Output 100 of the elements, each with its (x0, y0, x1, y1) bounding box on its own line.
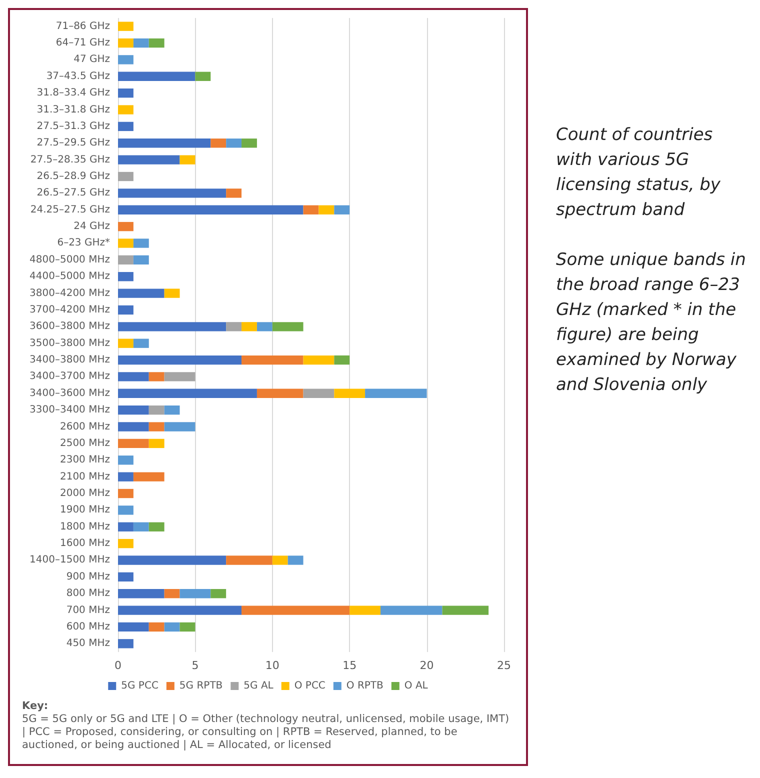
bar (118, 222, 134, 232)
bar (118, 138, 211, 148)
bar (118, 338, 134, 348)
y-tick-label: 800 MHz (66, 588, 110, 600)
text: Some unique bands in the broad range 6–23 GHz (marked * in the figure) are being examined by Norway and Slovenia only (556, 249, 747, 397)
bar (118, 255, 134, 265)
bar (180, 589, 211, 598)
legend-label: 5G RPTB (179, 680, 223, 692)
bar (118, 188, 226, 198)
bar (148, 622, 164, 632)
y-tick-label: 2100 MHz (60, 471, 110, 482)
bar (210, 138, 226, 148)
legend-label: O PCC (294, 680, 326, 692)
bar (118, 288, 164, 298)
bar (118, 622, 149, 632)
x-tick-label: 15 (342, 659, 357, 672)
bar (118, 272, 134, 282)
y-tick-label: 47 GHz (74, 54, 110, 66)
legend-label: 5G AL (244, 680, 274, 692)
y-tick-label: 1800 MHz (60, 521, 110, 532)
bar (226, 138, 242, 148)
bar (118, 639, 134, 648)
bar (226, 188, 242, 198)
y-tick-label: 37–43.5 GHz (46, 70, 110, 82)
bar (350, 606, 380, 615)
bar (148, 405, 164, 415)
bar (442, 606, 489, 615)
y-tick-label: 24 GHz (74, 221, 110, 232)
legend-label: O RPTB (346, 680, 384, 692)
bar (118, 589, 164, 598)
bar (133, 255, 149, 265)
bar (133, 522, 149, 532)
bar (133, 38, 149, 48)
bar (118, 372, 149, 382)
x-tick-label: 10 (265, 659, 280, 672)
bar (164, 405, 180, 415)
x-tick-label: 25 (497, 659, 511, 672)
bar (148, 438, 164, 448)
bar (118, 355, 242, 365)
y-tick-label: 3700–4200 MHz (30, 304, 110, 316)
bar (380, 606, 442, 615)
y-tick-label: 27.5–29.5 GHz (36, 138, 110, 149)
bar (118, 488, 134, 498)
y-tick-label: 1900 MHz (60, 504, 110, 516)
y-tick-label: 27.5–28.35 GHz (30, 154, 110, 166)
y-tick-label: 3400–3700 MHz (30, 371, 110, 382)
bar (164, 589, 180, 598)
y-tick-label: 6–23 GHz* (57, 238, 110, 249)
bar (256, 322, 272, 332)
y-tick-label: 31.8–33.4 GHz (36, 88, 110, 99)
y-tick-label: 3500–3800 MHz (30, 338, 110, 349)
bar (118, 456, 134, 465)
y-tick-label: 2500 MHz (60, 438, 110, 449)
y-tick-label: 600 MHz (66, 621, 110, 632)
y-tick-label: 4800–5000 MHz (30, 254, 110, 266)
text: Key: 5G = 5G only or 5G and LTE | O = Other (technology neutral, unlicensed, mobile usage, IMT) | PCC = Proposed, considering, or consulting on | RPTB = Reserved, planned, to be auctioned, or being auctioned | AL = Allocated, or licensed (21, 700, 510, 752)
bar (148, 522, 164, 532)
bar (118, 88, 134, 98)
bar (133, 238, 149, 248)
bar (118, 572, 134, 582)
bar (210, 589, 226, 598)
bar (272, 322, 304, 332)
y-tick-label: 31.3–31.8 GHz (36, 104, 110, 116)
bar (118, 22, 134, 31)
bar (133, 472, 164, 482)
bar (226, 556, 272, 565)
bar (226, 322, 242, 332)
y-tick-label: 900 MHz (66, 571, 110, 582)
bar (118, 606, 242, 615)
bar (118, 205, 304, 214)
text: Count of countries with various 5G licensing status, by spectrum band (556, 124, 722, 222)
bar (118, 438, 149, 448)
bar (118, 55, 134, 64)
bar (242, 322, 257, 332)
bar (180, 155, 196, 164)
bar (118, 305, 134, 315)
bar (118, 522, 134, 532)
bar (118, 72, 196, 81)
bar (118, 238, 134, 248)
y-tick-label: 1600 MHz (60, 538, 110, 550)
x-tick-label: 0 (114, 659, 122, 672)
bar (272, 556, 288, 565)
bar (164, 288, 180, 298)
y-tick-label: 3600–3800 MHz (30, 321, 110, 332)
y-tick-label: 4400–5000 MHz (30, 271, 110, 282)
bar (303, 388, 334, 398)
y-tick-label: 71–86 GHz (56, 20, 110, 32)
x-tick-label: 20 (420, 659, 434, 672)
bar (242, 606, 350, 615)
bar (148, 372, 164, 382)
legend-label: 5G PCC (121, 680, 158, 692)
bar (118, 405, 149, 415)
y-tick-label: 2600 MHz (60, 421, 110, 432)
bar (303, 205, 319, 214)
y-tick-label: 700 MHz (66, 604, 110, 616)
y-tick-label: 26.5–28.9 GHz (36, 171, 110, 182)
bar (334, 388, 366, 398)
bar (118, 38, 134, 48)
bar (118, 322, 226, 332)
y-tick-label: 2300 MHz (60, 454, 110, 466)
